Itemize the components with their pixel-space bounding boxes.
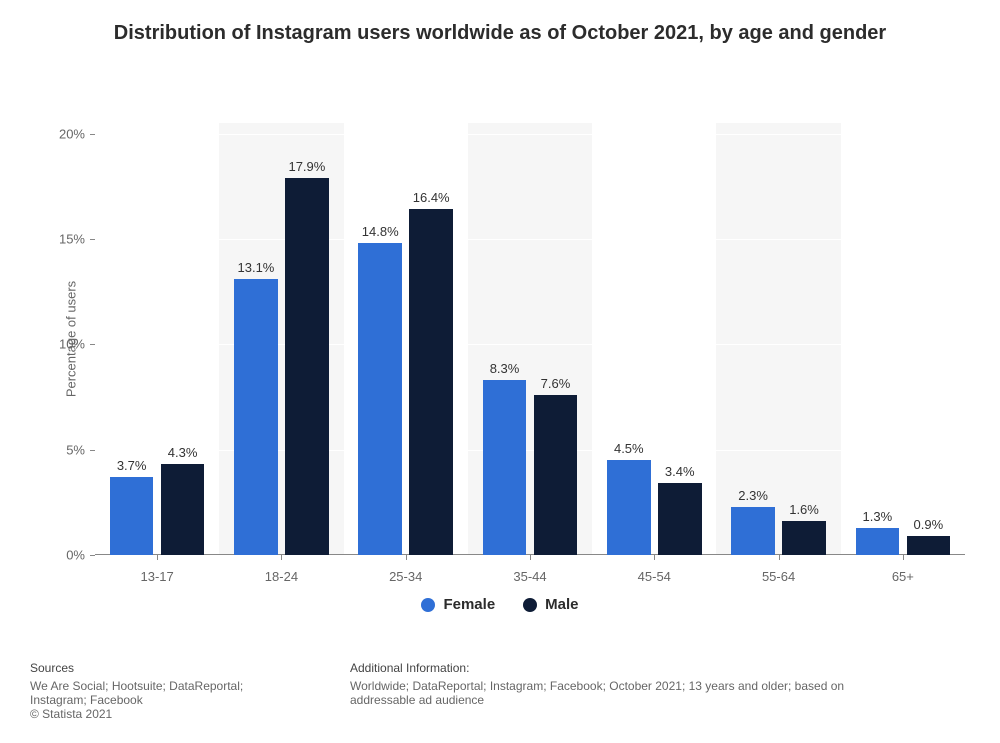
bar-value-label: 16.4% [401, 190, 461, 205]
bar-value-label: 4.5% [599, 441, 659, 456]
sources-heading: Sources [30, 661, 290, 675]
legend-label: Female [443, 596, 495, 613]
bar-value-label: 0.9% [898, 517, 958, 532]
bar-male [907, 536, 951, 555]
y-tick-label: 15% [59, 231, 95, 246]
chart-title: Distribution of Instagram users worldwid… [0, 0, 1000, 55]
x-tick-label: 55-64 [762, 555, 795, 584]
grid-line [95, 239, 965, 240]
bar-value-label: 3.4% [650, 464, 710, 479]
bar-male [409, 209, 453, 555]
bar-female [358, 243, 402, 555]
y-tick-label: 20% [59, 126, 95, 141]
bar-value-label: 1.6% [774, 502, 834, 517]
grid-line [95, 134, 965, 135]
legend-item-female: Female [421, 596, 495, 613]
bar-female [110, 477, 154, 555]
legend-item-male: Male [523, 596, 578, 613]
bar-female [607, 460, 651, 555]
x-tick-label: 18-24 [265, 555, 298, 584]
y-tick-label: 5% [66, 442, 95, 457]
bar-value-label: 7.6% [525, 376, 585, 391]
bar-female [731, 507, 775, 555]
bar-female [483, 380, 527, 555]
footer: Sources We Are Social; Hootsuite; DataRe… [30, 661, 970, 721]
y-tick-label: 0% [66, 548, 95, 563]
legend-label: Male [545, 596, 578, 613]
copyright-text: © Statista 2021 [30, 707, 290, 721]
sources-text: We Are Social; Hootsuite; DataReportal; … [30, 679, 290, 707]
legend-dot [421, 598, 435, 612]
bar-male [161, 464, 205, 555]
bar-value-label: 17.9% [277, 159, 337, 174]
x-tick-label: 13-17 [141, 555, 174, 584]
grid-line [95, 450, 965, 451]
bar-value-label: 2.3% [723, 488, 783, 503]
x-tick-label: 35-44 [513, 555, 546, 584]
bar-female [856, 528, 900, 555]
legend: Female Male [0, 596, 1000, 616]
plot-area: 0%5%10%15%20%13-173.7%4.3%18-2413.1%17.9… [95, 123, 965, 555]
x-tick-label: 25-34 [389, 555, 422, 584]
bar-male [534, 395, 578, 555]
legend-dot [523, 598, 537, 612]
bar-male [782, 521, 826, 555]
bar-value-label: 8.3% [475, 361, 535, 376]
x-tick-label: 65+ [892, 555, 914, 584]
bar-female [234, 279, 278, 555]
bar-male [285, 178, 329, 555]
bar-male [658, 483, 702, 555]
y-tick-label: 10% [59, 337, 95, 352]
bar-value-label: 4.3% [153, 445, 213, 460]
additional-info-heading: Additional Information: [350, 661, 910, 675]
bar-value-label: 14.8% [350, 224, 410, 239]
grid-line [95, 344, 965, 345]
bar-value-label: 13.1% [226, 260, 286, 275]
additional-info-text: Worldwide; DataReportal; Instagram; Face… [350, 679, 910, 707]
x-tick-label: 45-54 [638, 555, 671, 584]
